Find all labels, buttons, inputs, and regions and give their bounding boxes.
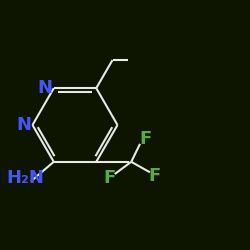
Text: F: F: [104, 169, 116, 187]
Text: F: F: [148, 166, 160, 184]
Text: F: F: [139, 130, 151, 148]
Text: N: N: [16, 116, 31, 134]
Text: N: N: [38, 79, 52, 97]
Text: H₂N: H₂N: [7, 169, 44, 187]
